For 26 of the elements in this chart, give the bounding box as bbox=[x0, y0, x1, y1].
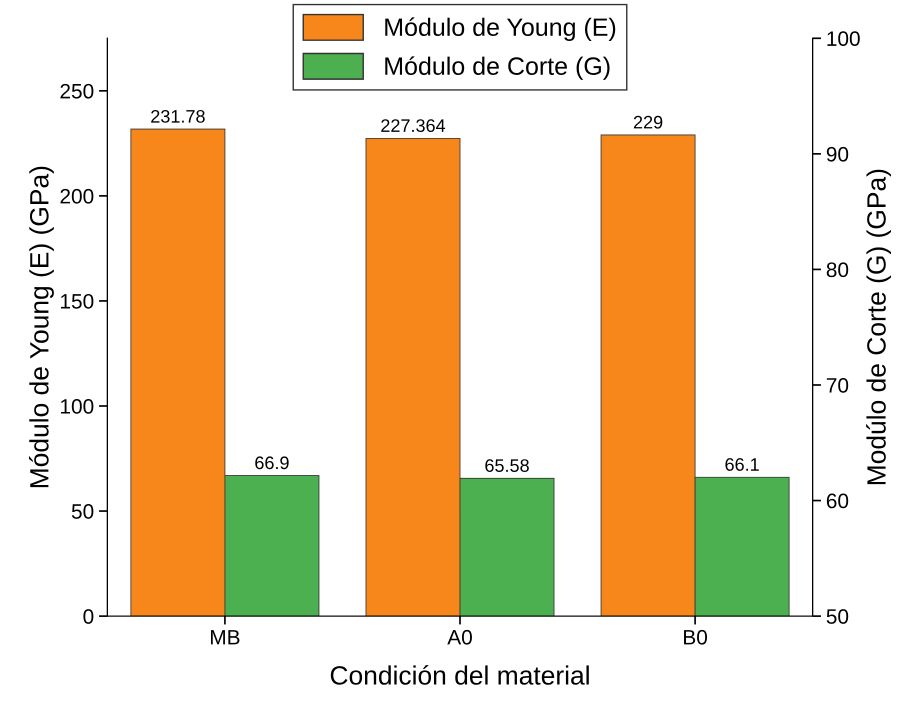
y-tick-label: 100 bbox=[61, 399, 94, 414]
y-tick-label: 200 bbox=[60, 188, 94, 204]
y2-axis-title: Modúlo de Corte (G) (GPa) bbox=[866, 170, 892, 484]
x-tick-label: MB bbox=[211, 630, 240, 644]
legend-label: Módulo de Young (E) bbox=[385, 17, 616, 41]
x-axis-title: Condición del material bbox=[330, 665, 589, 685]
y-tick-label: 0 bbox=[83, 609, 94, 624]
data-label: 66.1 bbox=[725, 458, 759, 471]
y2-tick-label: 100 bbox=[827, 31, 860, 46]
y2-tick-label: 70 bbox=[826, 378, 848, 393]
data-label: 227.364 bbox=[381, 119, 446, 132]
y-tick-label: 150 bbox=[61, 294, 94, 309]
y-tick-label: 250 bbox=[60, 84, 94, 99]
y2-tick-label: 90 bbox=[826, 146, 848, 162]
y2-tick-label: 80 bbox=[826, 262, 848, 278]
x-tick-label: B0 bbox=[684, 630, 708, 645]
y-tick-label: 50 bbox=[72, 504, 94, 519]
data-label: 66.9 bbox=[255, 456, 289, 470]
y2-tick-label: 60 bbox=[826, 494, 848, 508]
data-label: 231.78 bbox=[151, 110, 205, 123]
data-label: 229 bbox=[634, 116, 662, 129]
y-axis-title: Módulo de Young (E) (GPa) bbox=[28, 166, 54, 488]
y2-tick-label: 50 bbox=[826, 609, 848, 624]
legend-label: Módulo de Corte (G) bbox=[385, 56, 610, 80]
x-tick-label: A0 bbox=[447, 630, 472, 645]
data-label: 65.58 bbox=[485, 459, 529, 472]
